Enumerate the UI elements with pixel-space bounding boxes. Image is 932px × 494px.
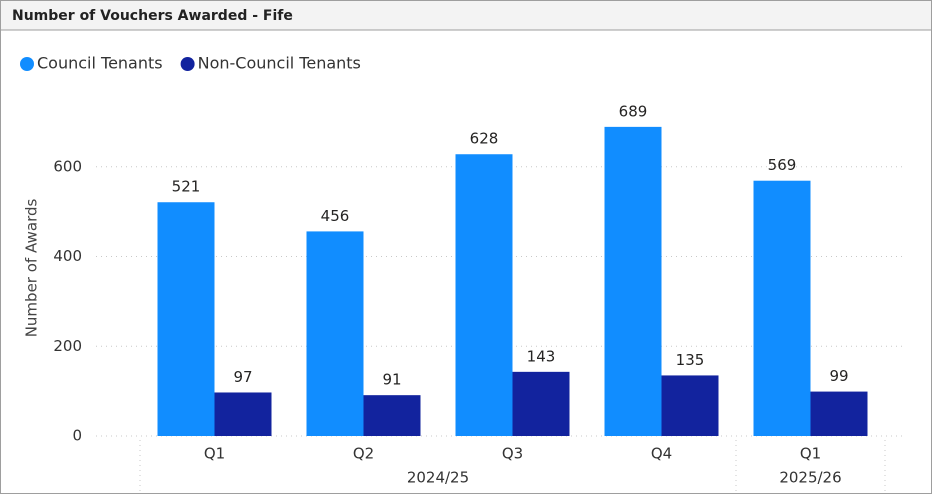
data-label: 91 xyxy=(382,371,401,389)
bar xyxy=(753,180,811,436)
bar xyxy=(455,154,513,436)
chart-title: Number of Vouchers Awarded - Fife xyxy=(12,8,293,24)
legend-label: Non-Council Tenants xyxy=(198,54,361,73)
data-label: 521 xyxy=(172,178,201,196)
legend-marker xyxy=(180,57,195,71)
y-tick-label: 0 xyxy=(72,427,82,445)
title-bar xyxy=(1,1,931,30)
data-label: 628 xyxy=(470,130,499,148)
bar xyxy=(810,391,868,436)
bar xyxy=(214,392,272,436)
y-tick-label: 200 xyxy=(53,337,82,355)
data-label: 99 xyxy=(829,367,848,385)
data-label: 97 xyxy=(233,368,252,386)
data-label: 456 xyxy=(321,207,350,225)
legend-marker xyxy=(20,57,34,71)
x-tick-label: Q1 xyxy=(204,445,225,463)
bar xyxy=(306,231,364,436)
data-label: 135 xyxy=(676,351,705,369)
bar xyxy=(363,395,421,436)
x-tick-label: Q1 xyxy=(800,445,821,463)
group-label: 2025/26 xyxy=(779,469,841,487)
bar xyxy=(604,126,662,437)
bar xyxy=(661,375,719,436)
group-label: 2024/25 xyxy=(407,469,469,487)
x-tick-label: Q4 xyxy=(651,445,672,463)
data-label: 689 xyxy=(619,102,648,120)
x-tick-label: Q3 xyxy=(502,445,523,463)
y-tick-label: 400 xyxy=(53,247,82,265)
data-label: 569 xyxy=(768,156,797,174)
data-label: 143 xyxy=(527,347,556,365)
legend-label: Council Tenants xyxy=(37,54,163,73)
y-axis-label: Number of Awards xyxy=(23,199,41,338)
x-tick-label: Q2 xyxy=(353,445,374,463)
bar xyxy=(512,371,570,436)
y-tick-label: 600 xyxy=(53,157,82,175)
bar xyxy=(157,202,215,436)
